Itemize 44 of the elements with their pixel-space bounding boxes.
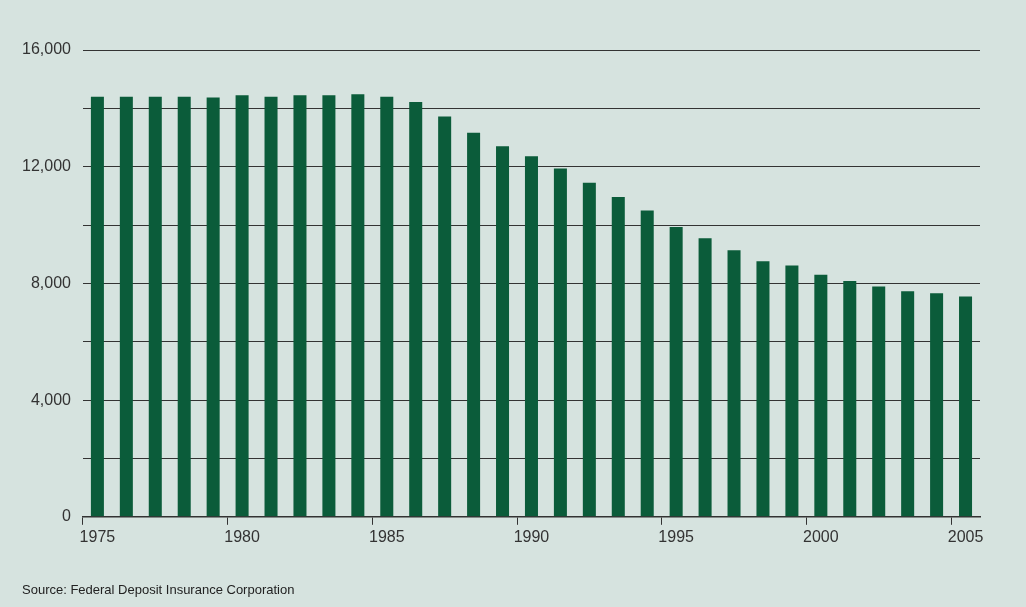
- bar: [119, 96, 133, 517]
- bar: [322, 95, 336, 517]
- x-tick-label: 1985: [368, 527, 405, 545]
- y-tick-label: 8,000: [30, 273, 72, 291]
- bar: [524, 156, 538, 517]
- y-tick-label: 0: [62, 507, 72, 525]
- bar: [438, 116, 452, 517]
- bar: [264, 96, 278, 517]
- x-tick-label: 1975: [79, 527, 116, 545]
- x-tick-label: 2000: [803, 527, 839, 545]
- x-tick-label: 2005: [947, 527, 984, 545]
- bar: [467, 132, 481, 517]
- bar: [90, 96, 104, 517]
- bar: [640, 210, 654, 517]
- bar: [669, 227, 683, 517]
- bar: [843, 281, 857, 517]
- bar: [930, 293, 944, 517]
- y-tick-label: 16,000: [22, 40, 72, 58]
- y-tick-label: 12,000: [22, 157, 72, 175]
- source-note: Source: Federal Deposit Insurance Corporation: [22, 582, 295, 597]
- x-tick-label: 1995: [658, 527, 695, 545]
- bar: [611, 197, 625, 517]
- x-tick-label: 1980: [224, 527, 260, 545]
- bar: [959, 296, 973, 517]
- bar: [785, 265, 799, 517]
- bar: [756, 261, 770, 517]
- x-tick-label: 1990: [513, 527, 550, 545]
- bar: [148, 96, 162, 517]
- bar: [380, 96, 394, 517]
- bar: [496, 146, 510, 517]
- bar: [582, 182, 596, 517]
- bar: [553, 168, 567, 517]
- bar: [698, 238, 712, 517]
- bar: [901, 291, 915, 517]
- bar: [177, 96, 191, 517]
- bar: [727, 250, 741, 517]
- bar: [206, 97, 220, 517]
- bar: [235, 95, 249, 517]
- y-tick-label: 4,000: [30, 390, 72, 408]
- bar: [872, 286, 886, 517]
- bar: [351, 94, 365, 517]
- bar: [293, 95, 307, 517]
- bar: [814, 274, 828, 517]
- bar: [409, 101, 423, 517]
